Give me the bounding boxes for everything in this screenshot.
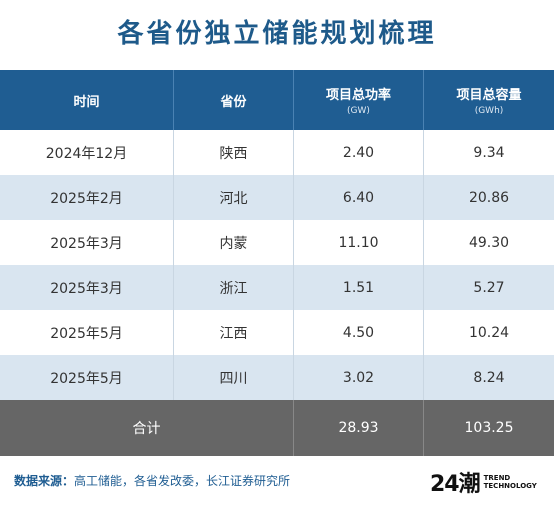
cell-power: 11.10 (294, 220, 424, 265)
cell-power: 6.40 (294, 175, 424, 220)
total-label: 合计 (0, 400, 294, 456)
cell-capacity: 10.24 (468, 324, 510, 341)
cell-time: 2024年12月 (0, 130, 174, 175)
table-total-row: 合计 28.93 103.25 (0, 400, 554, 456)
header-time: 时间 (0, 70, 174, 130)
table-row: 2024年12月 陕西 2.40 9.34 (0, 130, 554, 175)
logo-subtitle: TREND TECHNOLOGY (484, 474, 537, 490)
cell-capacity: 9.34 (473, 144, 505, 161)
cell-time: 2025年5月 (0, 355, 174, 400)
data-source: 数据来源：高工储能，各省发改委，长江证券研究所 (14, 472, 290, 489)
table-row: 2025年3月 内蒙 11.10 49.30 (0, 220, 554, 265)
cell-capacity: 5.27 (473, 279, 505, 296)
data-table: 时间 省份 项目总功率 (GW) 项目总容量 (GWh) 2024年12月 陕西… (0, 70, 554, 456)
cell-time: 2025年2月 (0, 175, 174, 220)
table-row: 2025年2月 河北 6.40 20.86 (0, 175, 554, 220)
cell-province: 河北 (174, 175, 294, 220)
cell-power: 2.40 (294, 130, 424, 175)
cell-time: 2025年3月 (0, 265, 174, 310)
cell-province: 江西 (174, 310, 294, 355)
cell-capacity: 20.86 (468, 189, 510, 206)
logo-line-2: TECHNOLOGY (483, 482, 537, 490)
table-row: 2025年3月 浙江 1.51 5.27 (0, 265, 554, 310)
header-province: 省份 (174, 70, 294, 130)
table-row: 2025年5月 四川 3.02 8.24 (0, 355, 554, 400)
cell-province: 浙江 (174, 265, 294, 310)
header-capacity: 项目总容量 (GWh) (424, 70, 554, 130)
cell-time: 2025年3月 (0, 220, 174, 265)
header-capacity-unit: (GWh) (474, 106, 504, 116)
footer: 数据来源：高工储能，各省发改委，长江证券研究所 24潮 TREND TECHNO… (0, 458, 554, 510)
total-power: 28.93 (294, 400, 424, 456)
brand-logo: 24潮 TREND TECHNOLOGY (430, 468, 537, 497)
data-source-text: 高工储能，各省发改委，长江证券研究所 (74, 474, 291, 488)
header-power-unit: (GW) (347, 106, 370, 116)
cell-capacity: 8.24 (473, 369, 505, 386)
header-province-label: 省份 (220, 94, 247, 110)
cell-time: 2025年5月 (0, 310, 174, 355)
header-power-label: 项目总功率 (325, 88, 391, 103)
cell-power: 4.50 (294, 310, 424, 355)
cell-province: 内蒙 (174, 220, 294, 265)
page-title: 各省份独立储能规划梳理 (117, 19, 437, 49)
total-capacity: 103.25 (464, 420, 514, 436)
cell-capacity: 49.30 (468, 234, 510, 251)
table-header: 时间 省份 项目总功率 (GW) 项目总容量 (GWh) (0, 70, 554, 130)
cell-province: 陕西 (174, 130, 294, 175)
table-row: 2025年5月 江西 4.50 10.24 (0, 310, 554, 355)
header-power: 项目总功率 (GW) (294, 70, 424, 130)
header-capacity-label: 项目总容量 (456, 88, 522, 103)
header-time-label: 时间 (73, 94, 100, 110)
logo-line-1: TREND (483, 474, 511, 482)
logo-mark: 24潮 (430, 472, 481, 497)
cell-power: 3.02 (294, 355, 424, 400)
data-source-label: 数据来源： (14, 474, 75, 488)
cell-power: 1.51 (294, 265, 424, 310)
cell-province: 四川 (174, 355, 294, 400)
